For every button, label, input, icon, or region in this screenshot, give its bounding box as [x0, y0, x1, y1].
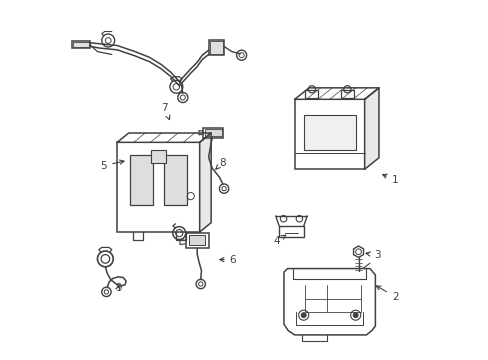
Circle shape	[352, 313, 357, 318]
FancyBboxPatch shape	[279, 226, 303, 237]
FancyBboxPatch shape	[305, 90, 318, 98]
Text: 1: 1	[382, 174, 398, 185]
Polygon shape	[199, 133, 211, 232]
FancyBboxPatch shape	[340, 90, 353, 98]
Polygon shape	[117, 133, 211, 142]
Text: 6: 6	[220, 255, 236, 265]
Text: 9: 9	[115, 283, 122, 293]
Polygon shape	[294, 88, 378, 99]
FancyBboxPatch shape	[294, 99, 364, 169]
FancyBboxPatch shape	[204, 129, 221, 136]
FancyBboxPatch shape	[203, 128, 223, 138]
FancyBboxPatch shape	[303, 116, 355, 149]
Text: 5: 5	[101, 160, 124, 171]
FancyBboxPatch shape	[117, 142, 199, 232]
FancyBboxPatch shape	[73, 42, 88, 47]
Polygon shape	[353, 246, 363, 257]
Text: 3: 3	[366, 250, 380, 260]
Circle shape	[301, 313, 305, 318]
Polygon shape	[284, 269, 375, 335]
FancyBboxPatch shape	[208, 40, 223, 55]
Text: 8: 8	[215, 158, 225, 169]
FancyBboxPatch shape	[189, 235, 204, 245]
Text: 2: 2	[376, 286, 398, 302]
FancyBboxPatch shape	[151, 149, 165, 163]
FancyBboxPatch shape	[163, 155, 187, 205]
FancyBboxPatch shape	[129, 155, 153, 205]
Text: 7: 7	[161, 103, 169, 120]
Text: 4: 4	[273, 235, 285, 246]
Polygon shape	[364, 88, 378, 169]
FancyBboxPatch shape	[209, 41, 222, 54]
FancyBboxPatch shape	[72, 41, 89, 48]
FancyBboxPatch shape	[185, 233, 208, 248]
